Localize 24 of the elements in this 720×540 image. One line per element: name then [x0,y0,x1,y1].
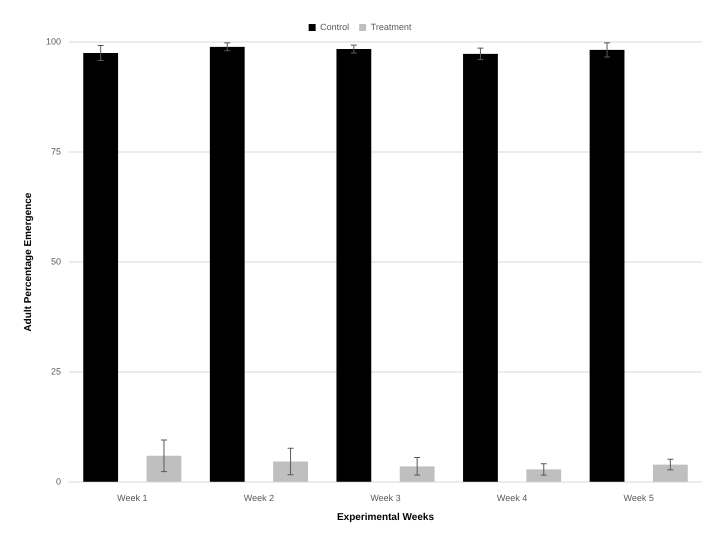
bar [652,464,688,482]
bar [210,46,245,482]
bar [146,456,182,482]
x-tick-label: Week 2 [244,493,274,504]
y-tick-label: 0 [56,476,62,487]
y-axis-title: Adult Percentage Emergence [22,192,34,332]
bar [336,49,372,482]
bar [83,53,118,482]
x-tick-label: Week 3 [370,493,401,504]
y-tick-label: 100 [46,36,62,46]
x-tick-label: Week 5 [624,493,654,504]
legend-label: Treatment [370,22,412,32]
bar [273,462,308,482]
bar [526,469,562,482]
bar [400,466,435,482]
y-tick-label: 75 [51,146,62,157]
y-tick-label: 50 [51,256,62,267]
legend-label: Control [320,22,350,32]
y-tick-label: 25 [51,366,62,377]
x-tick-label: Week 1 [117,493,148,504]
x-axis-title: Experimental Weeks [336,512,434,523]
x-tick-label: Week 4 [496,493,528,504]
bar [590,50,624,482]
bar [463,54,498,482]
